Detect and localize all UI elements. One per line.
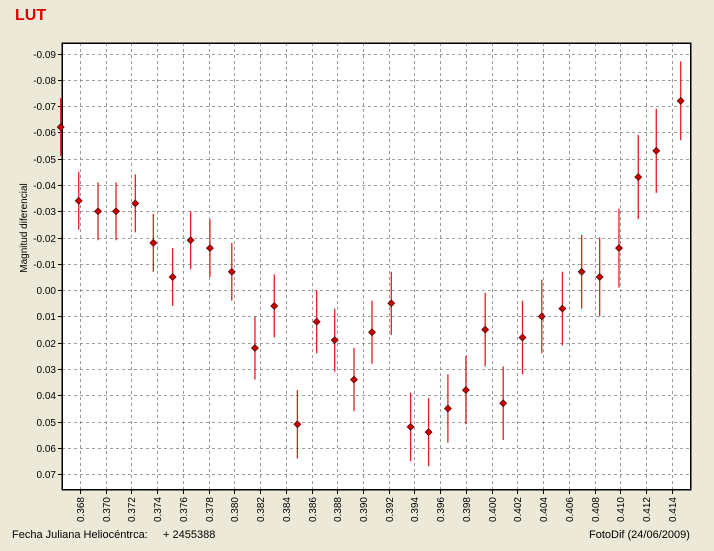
plot-frame (62, 43, 691, 490)
x-tick-label: 0.386 (308, 497, 319, 522)
x-tick-label: 0.374 (153, 497, 164, 522)
data-point (577, 267, 586, 276)
data-point (461, 386, 470, 395)
x-tick-label: 0.378 (205, 497, 216, 522)
x-tick-label: 0.410 (616, 497, 627, 522)
y-tick-label: 0.02 (37, 339, 57, 350)
x-tick-label: 0.404 (539, 497, 550, 522)
plot-area (61, 42, 692, 491)
footer-heliocentric-date: Fecha Juliana Heliocéntrca: + 2455388 (12, 529, 215, 541)
data-point (350, 375, 358, 384)
data-point (112, 207, 120, 216)
footer-app-version: FotoDif (24/06/2009) (589, 529, 690, 541)
x-tick-label: 0.406 (565, 497, 576, 522)
data-point (424, 428, 433, 437)
data-point (205, 244, 214, 253)
data-point (330, 336, 339, 345)
y-tick-label: 0.07 (37, 470, 57, 481)
x-tick-label: 0.370 (102, 497, 113, 522)
data-point (250, 344, 259, 352)
x-tick-label: 0.372 (127, 497, 138, 522)
x-tick-label: 0.396 (436, 497, 447, 522)
x-tick-label: 0.368 (76, 497, 87, 522)
data-point (131, 199, 140, 208)
chart-title: LUT (15, 7, 47, 24)
y-tick-label: -0.04 (33, 181, 56, 192)
y-tick-label: -0.09 (33, 50, 56, 61)
data-point (499, 399, 508, 408)
y-tick-label: 0.06 (37, 444, 57, 455)
data-point (537, 312, 546, 321)
data-point (270, 301, 279, 310)
x-tick-label: 0.402 (513, 497, 524, 522)
data-point (652, 146, 661, 155)
x-tick-label: 0.384 (282, 497, 293, 522)
x-tick-label: 0.400 (488, 497, 499, 522)
footer-date-label: Fecha Juliana Heliocéntrca: (12, 529, 148, 541)
data-point (518, 333, 527, 342)
y-tick-label: -0.06 (33, 128, 56, 139)
y-tick-label: 0.04 (37, 391, 57, 402)
y-tick-label: -0.08 (33, 76, 56, 87)
x-tick-label: 0.388 (333, 497, 344, 522)
y-tick-label: 0.01 (37, 312, 57, 323)
x-tick-label: 0.382 (256, 497, 267, 522)
y-tick-label: -0.03 (33, 207, 56, 218)
x-tick-label: 0.376 (179, 497, 190, 522)
footer-date-value: + 2455388 (163, 529, 216, 541)
data-point (186, 236, 195, 245)
x-tick-label: 0.392 (385, 497, 396, 522)
data-point (94, 207, 102, 216)
y-tick-label: -0.05 (33, 155, 56, 166)
data-point (634, 173, 643, 182)
y-tick-label: 0.03 (37, 365, 57, 376)
data-point (387, 299, 396, 308)
data-point (227, 267, 236, 276)
data-point (406, 422, 415, 431)
data-point (481, 325, 490, 334)
data-point (443, 404, 452, 413)
data-point (676, 96, 685, 105)
y-axis-title: Magnitud diferencial (19, 183, 30, 273)
data-point (168, 273, 177, 281)
x-tick-label: 0.398 (462, 497, 473, 522)
x-tick-label: 0.412 (642, 497, 653, 522)
data-point (312, 317, 321, 326)
data-point (558, 304, 567, 313)
y-tick-label: -0.07 (33, 102, 56, 113)
data-point (595, 273, 604, 281)
data-point (56, 123, 65, 132)
data-point (615, 244, 623, 253)
x-tick-label: 0.380 (230, 497, 241, 522)
y-tick-label: -0.02 (33, 234, 56, 245)
y-tick-label: 0.05 (37, 418, 57, 429)
y-tick-label: 0.00 (37, 286, 57, 297)
data-point (149, 238, 158, 247)
y-tick-label: -0.01 (33, 260, 56, 271)
x-tick-label: 0.408 (591, 497, 602, 522)
data-point (74, 196, 83, 205)
data-point (293, 420, 302, 429)
x-tick-label: 0.414 (668, 497, 679, 522)
x-tick-label: 0.390 (359, 497, 370, 522)
data-point (368, 328, 376, 337)
x-tick-label: 0.394 (410, 497, 421, 522)
